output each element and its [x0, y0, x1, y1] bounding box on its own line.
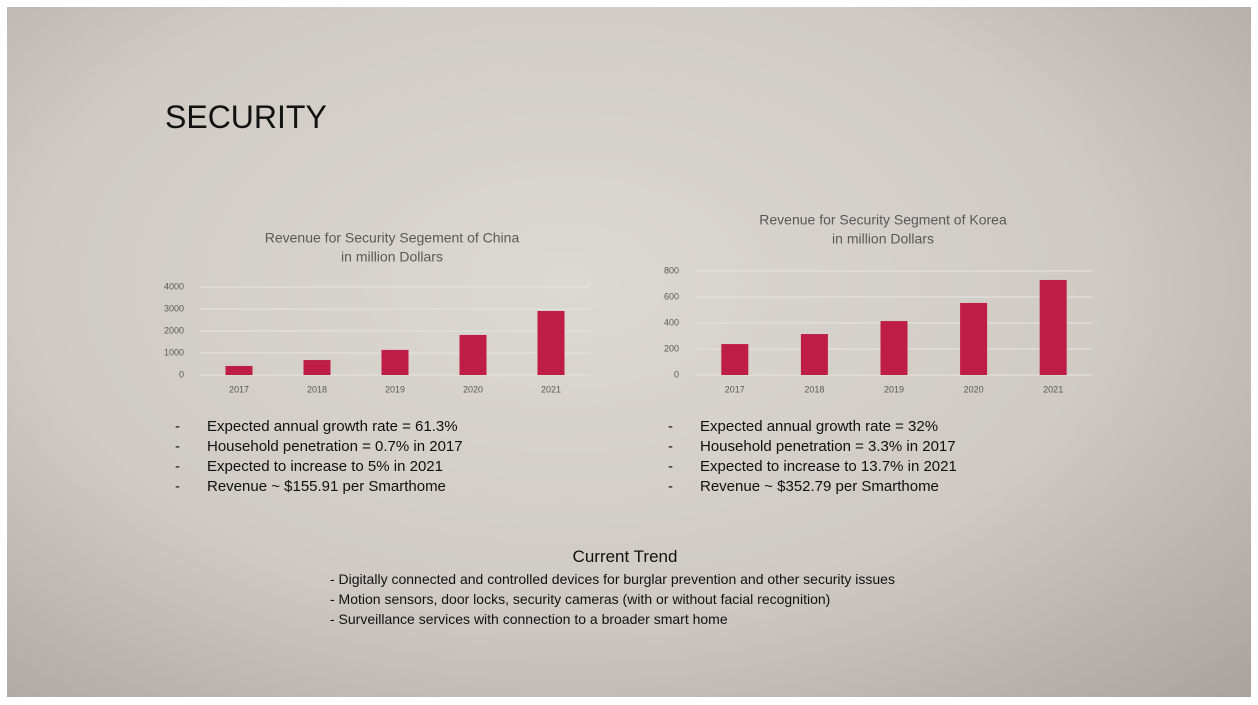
chart-title: Revenue for Security Segment of Korea: [759, 212, 1007, 228]
note: Expected to increase to 13.7% in 2021: [668, 457, 957, 477]
x-tick-label: 2019: [385, 384, 405, 394]
x-tick-label: 2018: [804, 384, 824, 394]
bar: [1039, 279, 1067, 375]
trend: Current Trend - Digitally connected and …: [330, 547, 920, 629]
y-tick-label: 3000: [164, 303, 184, 313]
y-tick-label: 0: [674, 369, 679, 379]
bar: [721, 344, 749, 375]
bar: [880, 321, 908, 375]
bar: [459, 334, 487, 375]
chart-title: in million Dollars: [341, 249, 443, 265]
x-tick-label: 2021: [1043, 384, 1063, 394]
y-tick-label: 2000: [164, 325, 184, 335]
x-tick-label: 2019: [884, 384, 904, 394]
x-tick-label: 2017: [229, 384, 249, 394]
y-tick-label: 800: [664, 265, 679, 275]
charts: Revenue for Security Segement of China in…: [164, 212, 1093, 394]
trend-item: - Digitally connected and controlled dev…: [330, 571, 895, 587]
trend-item: - Surveillance services with connection …: [330, 611, 728, 627]
bar: [800, 334, 828, 375]
y-tick-label: 1000: [164, 347, 184, 357]
notes: Expected annual growth rate = 61.3%House…: [175, 417, 463, 497]
note: Household penetration = 3.3% in 2017: [668, 437, 957, 457]
note: Expected annual growth rate = 32%: [668, 417, 957, 437]
notes: Expected annual growth rate = 32%Househo…: [668, 417, 957, 497]
bar: [537, 310, 565, 375]
slide-title: SECURITY: [165, 99, 327, 135]
x-tick-label: 2021: [541, 384, 561, 394]
note: Revenue ~ $352.79 per Smarthome: [668, 477, 957, 497]
x-tick-label: 2018: [307, 384, 327, 394]
trend-item: - Motion sensors, door locks, security c…: [330, 591, 831, 607]
note: Expected annual growth rate = 61.3%: [175, 417, 463, 437]
slide: SECURITY Revenue for Security Segement o…: [7, 7, 1251, 697]
bar: [960, 302, 988, 375]
y-tick-label: 0: [179, 369, 184, 379]
note: Revenue ~ $155.91 per Smarthome: [175, 477, 463, 497]
trend-heading: Current Trend: [572, 547, 678, 566]
bar: [303, 360, 331, 375]
note: Household penetration = 0.7% in 2017: [175, 437, 463, 457]
x-tick-label: 2017: [725, 384, 745, 394]
y-tick-label: 4000: [164, 281, 184, 291]
bar: [381, 349, 409, 375]
y-tick-label: 200: [664, 343, 679, 353]
x-tick-label: 2020: [463, 384, 483, 394]
chart-title: in million Dollars: [832, 231, 934, 247]
y-tick-label: 600: [664, 291, 679, 301]
y-tick-label: 400: [664, 317, 679, 327]
chart-title: Revenue for Security Segement of China: [265, 230, 520, 246]
bar: [225, 365, 253, 375]
note: Expected to increase to 5% in 2021: [175, 457, 463, 477]
x-tick-label: 2020: [964, 384, 984, 394]
